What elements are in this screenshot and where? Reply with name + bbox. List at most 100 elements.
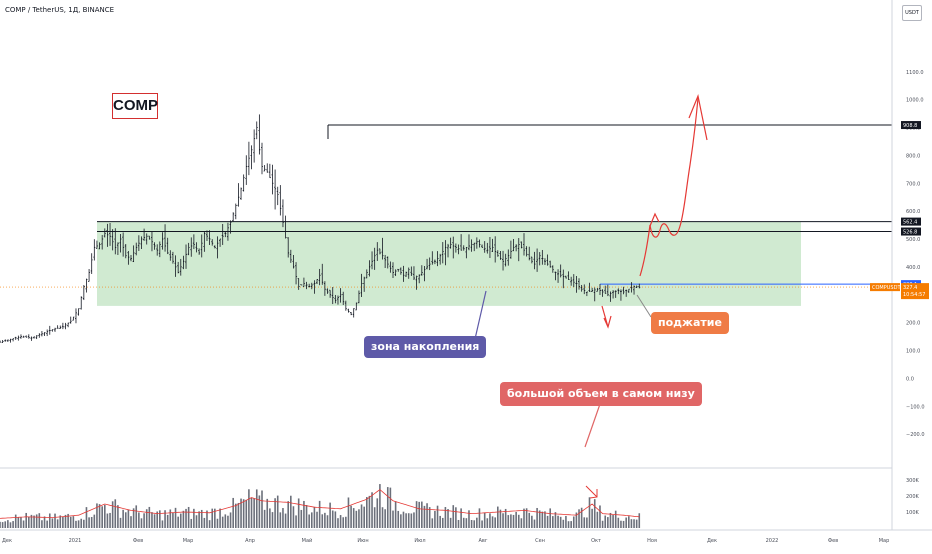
volume-bar	[67, 513, 69, 528]
volume-bar	[25, 512, 27, 528]
volume-bar	[282, 508, 284, 528]
volume-bar	[114, 499, 117, 528]
volume-bar	[93, 514, 96, 528]
volume-tick-label: 200K	[906, 494, 920, 500]
volume-bar	[48, 513, 51, 528]
volume-bar	[562, 519, 565, 528]
volume-bar	[405, 513, 407, 528]
volume-bar	[625, 517, 627, 528]
volume-bar	[478, 508, 481, 528]
volume-bar	[219, 508, 221, 528]
volume-bar	[373, 507, 376, 528]
x-tick-label: 2022	[766, 538, 779, 544]
volume-bar	[593, 499, 596, 528]
symbol-tag-bg	[870, 283, 900, 292]
volume-bar	[386, 487, 389, 528]
y-tick-label: 0.0	[906, 376, 914, 382]
volume-bar	[483, 512, 486, 528]
volume-bar	[240, 498, 242, 528]
volume-bar	[153, 514, 156, 528]
volume-bar	[499, 509, 502, 528]
chart-title-label: COMP	[112, 93, 158, 119]
volume-bar	[436, 505, 439, 528]
x-tick-label: Мар	[879, 538, 890, 544]
volume-bar	[628, 516, 630, 528]
volume-bar	[255, 489, 258, 528]
volume-bar	[421, 501, 423, 528]
volume-bar	[366, 497, 368, 528]
volume-bar	[30, 514, 33, 528]
volume-bar	[303, 500, 305, 528]
volume-bar	[384, 509, 386, 528]
volume-spike-arrow	[585, 485, 598, 499]
volume-bar	[491, 516, 494, 528]
volume-bar	[423, 505, 426, 528]
volume-bar	[363, 506, 365, 528]
y-tick-label: 600.0	[906, 209, 920, 215]
volume-bar	[174, 507, 177, 528]
projected-arrowhead	[688, 93, 708, 141]
y-tick-label: −200.0	[906, 432, 925, 438]
volume-bar	[601, 520, 604, 528]
volume-bar	[350, 505, 352, 528]
volume-bar	[400, 514, 402, 528]
volume-bar	[572, 516, 575, 528]
volume-bar	[617, 517, 620, 528]
volume-bar	[9, 522, 12, 528]
volume-bar	[389, 487, 392, 528]
volume-bar	[512, 514, 515, 528]
volume-bar	[609, 512, 612, 528]
volume-bar	[331, 510, 334, 528]
y-tick-label: 400.0	[906, 265, 920, 271]
volume-bar	[439, 515, 441, 528]
volume-bar	[96, 503, 98, 528]
current-price-bg	[901, 283, 929, 300]
volume-bar	[371, 492, 373, 528]
volume-bar	[266, 498, 269, 528]
volume-bar	[14, 514, 17, 528]
volume-bar	[161, 520, 164, 528]
volume-bar	[214, 508, 216, 528]
y-tick-label: 800.0	[906, 153, 920, 159]
volume-bar	[486, 518, 489, 528]
volume-bar	[64, 514, 67, 528]
x-tick-label: Июн	[357, 538, 368, 544]
volume-bar	[541, 511, 544, 528]
countdown-label: 10:54:57	[903, 292, 925, 298]
volume-bar	[347, 497, 350, 528]
volume-bar	[533, 519, 536, 528]
volume-bar	[329, 502, 331, 528]
volume-bar	[216, 518, 219, 528]
x-tick-label: Мар	[183, 538, 194, 544]
volume-bar	[62, 516, 64, 528]
volume-bar	[145, 509, 148, 528]
volume-bar	[38, 513, 41, 528]
accumulation-zone-note: зона накопления	[364, 336, 487, 358]
volume-bar	[638, 513, 641, 528]
volume-bar	[452, 505, 455, 528]
volume-bar	[607, 517, 609, 528]
x-tick-label: Авг	[479, 538, 488, 544]
volume-bar	[565, 515, 567, 528]
volume-bar	[554, 512, 557, 528]
volume-bar	[221, 516, 224, 528]
volume-bar	[481, 520, 483, 528]
volume-bar	[117, 505, 119, 528]
volume-bar	[394, 501, 397, 528]
currency-button[interactable]: USDT	[902, 5, 922, 21]
volume-bar	[263, 509, 266, 528]
volume-bar	[473, 520, 476, 528]
volume-bar	[339, 515, 342, 528]
volume-bar	[185, 508, 187, 528]
volume-bar	[381, 507, 384, 528]
volume-bar	[578, 509, 580, 528]
volume-bar	[200, 509, 203, 528]
volume-bar	[229, 512, 232, 528]
volume-bar	[248, 489, 250, 528]
volume-bar	[253, 498, 255, 528]
volume-bar	[250, 497, 253, 528]
volume-bar	[0, 521, 1, 528]
volume-bar	[468, 510, 470, 528]
volume-bar	[101, 506, 103, 528]
